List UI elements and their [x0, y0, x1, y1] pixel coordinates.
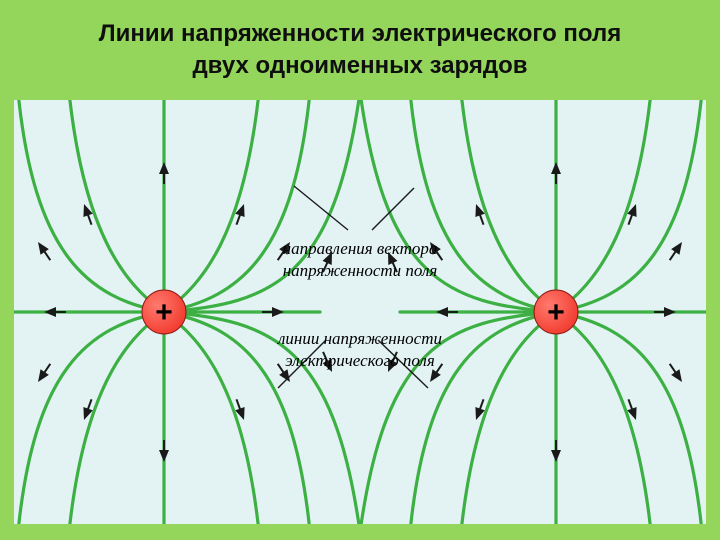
title-line-2: двух одноименных зарядов [192, 52, 527, 79]
charge: + [142, 290, 186, 334]
annotation-top-line1: направления вектора [283, 239, 438, 258]
annotation-bottom-line2: электрического поля [285, 351, 435, 370]
title-line-1: Линии напряженности электрического поля [99, 20, 621, 47]
page-title: Линии напряженности электрического поля … [0, 18, 720, 83]
plus-icon: + [547, 296, 565, 329]
annotation-top-line2: напряженности поля [283, 261, 438, 280]
plus-icon: + [155, 296, 173, 329]
field-diagram: направления вектора напряженности поля л… [14, 100, 706, 524]
annotation-bottom-line1: линии напряженности [277, 329, 442, 348]
page: Линии напряженности электрического поля … [0, 0, 720, 540]
charge: + [534, 290, 578, 334]
